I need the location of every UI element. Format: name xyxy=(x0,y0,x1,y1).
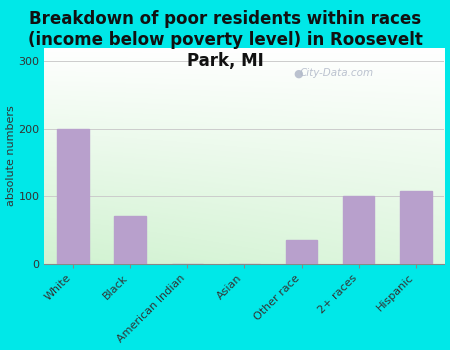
Text: City-Data.com: City-Data.com xyxy=(299,69,374,78)
Text: Breakdown of poor residents within races
(income below poverty level) in Rooseve: Breakdown of poor residents within races… xyxy=(27,10,423,70)
Bar xyxy=(343,196,374,264)
Bar xyxy=(400,191,432,264)
Bar xyxy=(57,128,89,264)
Bar xyxy=(114,216,146,264)
Y-axis label: absolute numbers: absolute numbers xyxy=(5,105,16,206)
Text: ●: ● xyxy=(293,69,303,78)
Bar xyxy=(286,240,317,264)
